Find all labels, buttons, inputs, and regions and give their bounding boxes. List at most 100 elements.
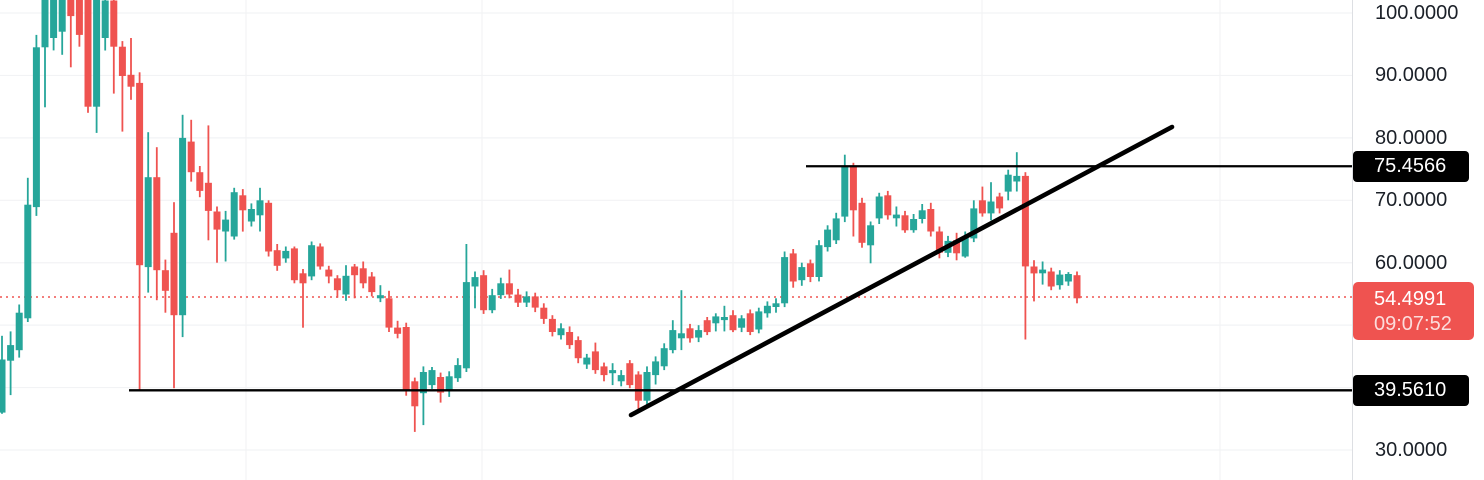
trend-line[interactable] <box>628 124 1175 418</box>
candle <box>514 288 522 307</box>
candle <box>1021 172 1029 340</box>
candle <box>918 204 926 224</box>
candle <box>824 225 832 252</box>
candle <box>574 336 582 364</box>
candle <box>781 251 789 308</box>
candle <box>247 203 255 227</box>
candle <box>849 162 857 237</box>
candle <box>127 38 135 100</box>
candle <box>144 132 152 293</box>
candle <box>884 190 892 220</box>
candle <box>437 372 445 403</box>
candle <box>24 177 32 322</box>
candle <box>720 305 728 332</box>
grid-layer <box>0 0 1352 480</box>
candle <box>359 261 367 289</box>
candle <box>763 301 771 318</box>
candle <box>462 244 470 372</box>
candle <box>15 304 23 358</box>
support-price-value: 39.5610 <box>1374 378 1447 401</box>
candle <box>222 210 230 262</box>
candle <box>978 186 986 217</box>
candle <box>32 34 40 216</box>
candle <box>41 0 49 108</box>
candle <box>170 202 178 389</box>
candle <box>50 0 58 51</box>
candle <box>316 243 324 270</box>
candle <box>531 292 539 313</box>
candle <box>110 0 118 94</box>
candle <box>643 366 651 405</box>
candle <box>996 192 1004 214</box>
candle <box>213 206 221 263</box>
candle <box>58 0 66 55</box>
candle <box>523 291 531 307</box>
candle <box>566 326 574 349</box>
candle <box>1073 271 1081 304</box>
last-price-value: 54.4991 <box>1374 288 1447 311</box>
candle <box>376 285 384 303</box>
candle <box>841 154 849 223</box>
candle <box>273 244 281 271</box>
candle <box>411 377 419 432</box>
candle <box>84 0 92 113</box>
candle <box>987 182 995 221</box>
candle <box>703 317 711 336</box>
candle <box>488 288 496 314</box>
candle <box>583 353 591 369</box>
candle <box>738 315 746 333</box>
candle <box>497 277 505 299</box>
candle <box>394 320 402 339</box>
price-axis[interactable]: 100.0000 90.0000 80.0000 70.0000 60.0000 30.0… <box>1352 0 1484 480</box>
candle <box>239 189 247 232</box>
support-price-label: 39.5610 <box>1353 374 1469 406</box>
price-tick: 80.0000 <box>1375 126 1448 149</box>
candle <box>93 0 101 133</box>
candle <box>772 298 780 313</box>
price-tick: 60.0000 <box>1375 251 1448 274</box>
candles-layer <box>0 0 1081 432</box>
candle <box>265 200 273 257</box>
candle <box>806 259 814 283</box>
candle <box>428 367 436 389</box>
candle <box>910 214 918 233</box>
candle <box>7 331 15 396</box>
candle <box>557 323 565 340</box>
price-tick: 90.0000 <box>1375 64 1448 87</box>
price-chart[interactable] <box>0 0 1352 480</box>
candle <box>75 0 83 47</box>
candle <box>591 342 599 374</box>
candle <box>299 269 307 328</box>
candle <box>419 366 427 426</box>
candle <box>686 323 694 343</box>
candle <box>351 264 359 299</box>
candle <box>626 360 634 389</box>
candle <box>308 241 316 281</box>
candle <box>118 41 126 132</box>
price-tick: 30.0000 <box>1375 439 1448 461</box>
candle <box>204 125 212 241</box>
candle <box>935 226 943 259</box>
candle <box>333 275 341 298</box>
candle <box>901 210 909 233</box>
candle <box>101 0 109 51</box>
candle <box>1056 270 1064 290</box>
last-price-label: 54.4991 09:07:52 <box>1353 282 1474 341</box>
candle <box>712 313 720 332</box>
candle <box>961 231 969 258</box>
candle <box>282 246 290 263</box>
candle <box>256 187 264 232</box>
candle <box>1004 169 1012 201</box>
candle <box>789 249 797 288</box>
candle <box>875 192 883 224</box>
candle <box>325 265 333 284</box>
candle <box>617 370 625 387</box>
candle <box>161 259 169 313</box>
candle <box>179 114 187 338</box>
candle <box>729 310 737 333</box>
candle <box>480 270 488 314</box>
candle <box>445 371 453 397</box>
candle <box>454 358 462 382</box>
candle <box>755 307 763 334</box>
candle <box>1064 272 1072 286</box>
